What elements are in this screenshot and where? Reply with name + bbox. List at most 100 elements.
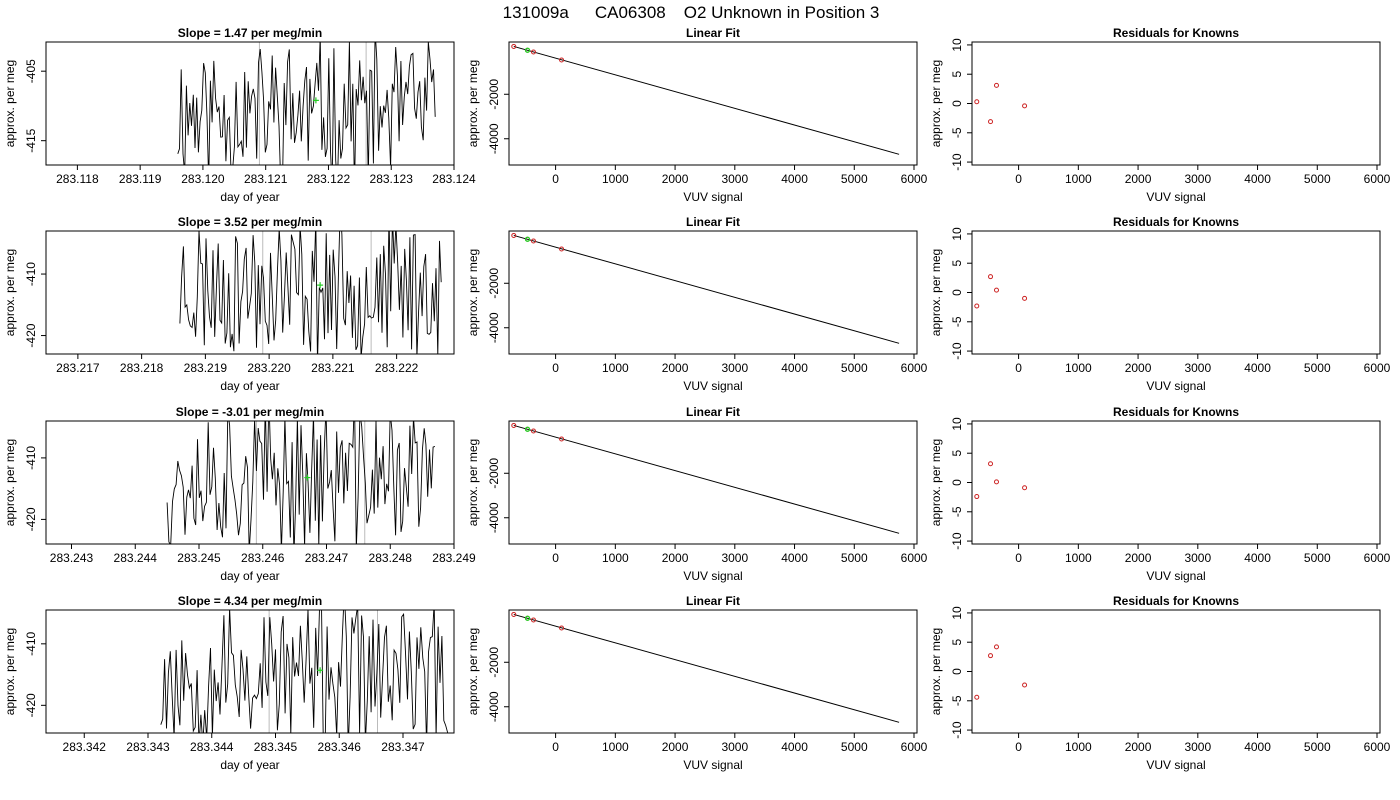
x-tick-label: 283.120 [181,172,225,186]
plot-area [974,274,1028,309]
plot-frame [45,230,455,355]
residual-point [974,694,980,700]
panel-fit-4: Linear Fit VUV signal approx. per meg 0 1000… [466,594,928,772]
x-tick-label: 5000 [841,740,868,754]
y-tick-label: 10 [950,38,964,52]
x-tick-label: 283.218 [120,361,164,375]
y-axis-label: approx. per meg [929,249,943,336]
y-tick-label: -4000 [487,691,501,722]
x-tick-label: 283.219 [184,361,228,375]
x-tick-label: 283.346 [318,740,362,754]
y-axis-label: approx. per meg [466,628,480,715]
panel-title: Residuals for Knowns [1113,26,1239,40]
plot-area [511,422,900,534]
plot-area [511,232,900,344]
plot-frame [508,230,918,355]
unknown-point [524,47,531,53]
x-tick-label: 5000 [1304,361,1331,375]
y-tick-label: 10 [950,227,964,241]
fit-line [513,424,900,534]
x-tick-label: 283.342 [63,740,107,754]
y-tick-label: -420 [24,693,38,717]
residual-point [993,287,999,293]
panel-trace-3: Slope = -3.01 per meg/min day of year appr… [3,405,476,583]
y-tick-label: -420 [24,323,38,347]
plot-frame [971,420,1381,545]
y-tick-label: -2000 [487,79,501,110]
x-tick-label: 1000 [1065,740,1092,754]
y-tick-label: -10 [950,342,964,360]
x-tick-label: 3000 [1184,551,1211,565]
panel-trace-2: Slope = 3.52 per meg/min day of year appro… [3,215,455,393]
x-tick-label: 4000 [1244,172,1271,186]
panel-resid-1: Residuals for Knowns VUV signal approx. pe… [929,26,1391,204]
plot-area [511,43,900,155]
residual-point [1022,682,1028,688]
x-axis-label: VUV signal [1146,379,1205,393]
fit-line [513,613,900,723]
y-axis-label: approx. per meg [466,439,480,526]
known-point [511,422,517,428]
x-tick-label: 283.248 [369,551,413,565]
y-axis-label: approx. per meg [929,628,943,715]
x-tick-label: 283.249 [432,551,476,565]
plot-frame [45,609,455,734]
x-axis-label: VUV signal [1146,190,1205,204]
x-axis-label: day of year [220,190,279,204]
x-axis-label: VUV signal [1146,758,1205,772]
x-tick-label: 283.344 [190,740,234,754]
x-axis-label: VUV signal [683,569,742,583]
x-axis-label: VUV signal [1146,569,1205,583]
x-tick-label: 1000 [1065,361,1092,375]
y-tick-label: -10 [950,153,964,171]
plot-frame [508,609,918,734]
x-tick-label: 283.220 [247,361,291,375]
x-tick-label: 2000 [662,361,689,375]
panel-title: Linear Fit [686,26,740,40]
plot-frame [971,41,1381,166]
plot-frame [971,609,1381,734]
known-point [559,625,565,631]
unknown-point [524,615,531,621]
plot-frame [45,420,455,545]
x-tick-label: 283.119 [119,172,162,186]
panel-title: Linear Fit [686,594,740,608]
known-point [511,232,517,238]
x-tick-label: 2000 [662,740,689,754]
x-axis-label: day of year [220,379,279,393]
known-point [530,238,536,244]
y-axis-label: approx. per meg [466,60,480,147]
residual-point [974,494,980,500]
panel-fit-3: Linear Fit VUV signal approx. per meg 0 1000… [466,405,928,583]
panel-resid-2: Residuals for Knowns VUV signal approx. pe… [929,215,1391,393]
panel-grid: Slope = 1.47 per meg/min day of year appro… [3,26,1391,772]
y-tick-label: -2000 [487,647,501,678]
main-title-id: 131009a [503,3,570,22]
fit-line [513,45,900,155]
trace-series [166,421,436,544]
panel-fit-2: Linear Fit VUV signal approx. per meg 0 1000… [466,215,928,393]
x-tick-label: 6000 [901,740,928,754]
x-axis-label: VUV signal [683,190,742,204]
x-tick-label: 2000 [1125,361,1152,375]
unknown-point [524,426,531,432]
x-tick-label: 0 [552,361,559,375]
x-tick-label: 283.222 [375,361,419,375]
x-tick-label: 283.343 [126,740,170,754]
x-tick-label: 6000 [901,361,928,375]
x-tick-label: 283.347 [381,740,425,754]
x-tick-label: 1000 [1065,551,1092,565]
y-tick-label: 5 [950,639,964,646]
main-title-description: O2 Unknown in Position 3 [684,3,880,22]
x-tick-label: 3000 [1184,740,1211,754]
plot-area [166,421,436,544]
trace-series [160,610,449,733]
y-axis-label: approx. per meg [3,439,17,526]
panel-title: Slope = 1.47 per meg/min [178,26,322,40]
residual-point [974,303,980,309]
y-tick-label: -420 [24,507,38,531]
plot-frame [508,420,918,545]
known-point [530,617,536,623]
x-tick-label: 6000 [1364,740,1391,754]
